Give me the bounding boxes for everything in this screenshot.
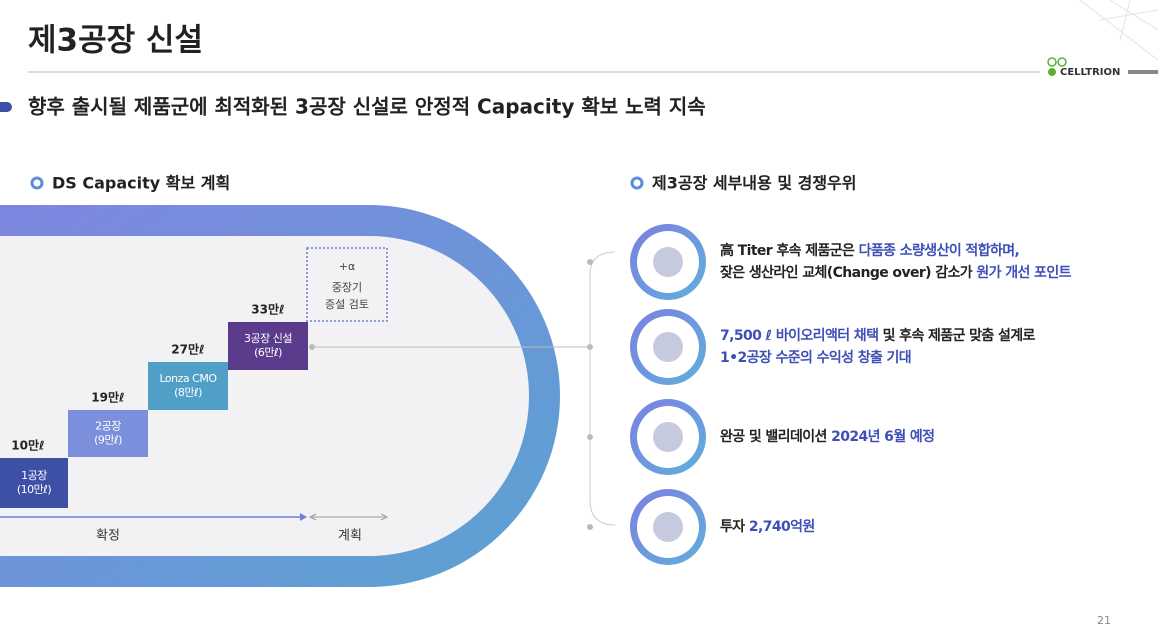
icon xyxy=(653,512,683,542)
item-text: 완공 및 밸리데이션 xyxy=(720,428,831,445)
section-heading: DS Capacity 확보 계획 xyxy=(52,174,230,193)
step-bar xyxy=(68,410,148,457)
step-total: 19만ℓ xyxy=(91,390,124,405)
item-text: 1•2공장 수준의 수익성 창출 기대 xyxy=(720,349,911,366)
icon xyxy=(653,422,683,452)
page-number: 21 xyxy=(1097,614,1111,627)
logo: CELLTRION xyxy=(1047,57,1158,78)
step-bar xyxy=(228,322,308,370)
step-label: (6만ℓ) xyxy=(254,346,282,359)
item-line: 잦은 생산라인 교체(Change over) 감소가 원가 개선 포인트 xyxy=(720,264,1072,281)
arrow-head xyxy=(300,513,307,521)
item-text: 다품종 소량생산이 적합하며, xyxy=(859,242,1020,259)
bullet xyxy=(0,102,12,112)
connector-dot xyxy=(587,344,593,350)
item-text: 원가 개선 포인트 xyxy=(976,264,1071,281)
plan-text: 증설 검토 xyxy=(325,298,369,311)
item-line: 투자 2,740억원 xyxy=(720,519,815,535)
step-bar xyxy=(148,362,228,410)
item-text: 투자 xyxy=(720,519,749,535)
item-line: 1•2공장 수준의 수익성 창출 기대 xyxy=(720,349,911,366)
icon xyxy=(653,332,683,362)
item-line: 高 Titer 후속 제품군은 다품종 소량생산이 적합하며, xyxy=(720,242,1019,259)
heading-icon xyxy=(30,176,44,190)
plan-text: +α xyxy=(339,260,355,273)
bracket xyxy=(589,251,616,526)
step-label: (8만ℓ) xyxy=(174,386,202,399)
plan-box xyxy=(306,247,388,322)
subtitle: 향후 출시될 제품군에 최적화된 3공장 신설로 안정적 Capacity 확보… xyxy=(28,95,706,119)
item-line: 완공 및 밸리데이션 2024년 6월 예정 xyxy=(720,428,934,445)
track-inner xyxy=(0,236,529,556)
icon xyxy=(653,247,683,277)
plan-text: 중장기 xyxy=(332,281,362,294)
step-total: 10만ℓ xyxy=(11,438,44,453)
title: 제3공장 신설 xyxy=(28,23,203,59)
section-heading: 제3공장 세부내용 및 경쟁우위 xyxy=(652,174,856,193)
step-label: 1공장 xyxy=(21,469,47,482)
step-total: 33만ℓ xyxy=(251,302,284,317)
step-bar xyxy=(0,458,68,508)
step-label: 3공장 신설 xyxy=(244,332,292,345)
connector-dot xyxy=(587,524,593,530)
arrow-head xyxy=(308,513,389,521)
item-line: 7,500 ℓ 바이오리액터 채택 및 후속 제품군 맞춤 설계로 xyxy=(720,327,1036,344)
decor xyxy=(1079,0,1158,61)
item-text: 2,740억원 xyxy=(749,519,815,535)
label: 계획 xyxy=(338,529,362,544)
step-label: 2공장 xyxy=(95,420,121,433)
connector-dot xyxy=(587,434,593,440)
step-label: (10만ℓ) xyxy=(17,483,51,496)
label: 확정 xyxy=(96,529,120,544)
item-text: 잦은 생산라인 교체(Change over) 감소가 xyxy=(720,264,976,281)
step-label: (9만ℓ) xyxy=(94,434,122,447)
item-text: 7,500 ℓ 바이오리액터 채택 xyxy=(720,327,878,344)
connector-dot xyxy=(587,259,593,265)
step-label: Lonza CMO xyxy=(160,372,218,385)
item-text: 高 Titer 후속 제품군은 xyxy=(720,242,859,259)
logo-text: CELLTRION xyxy=(1060,67,1120,78)
item-text: 2024년 6월 예정 xyxy=(831,428,934,445)
item-text: 및 후속 제품군 맞춤 설계로 xyxy=(878,327,1035,344)
step-total: 27만ℓ xyxy=(171,342,204,357)
connector-dot xyxy=(309,344,315,350)
heading-icon xyxy=(630,176,644,190)
